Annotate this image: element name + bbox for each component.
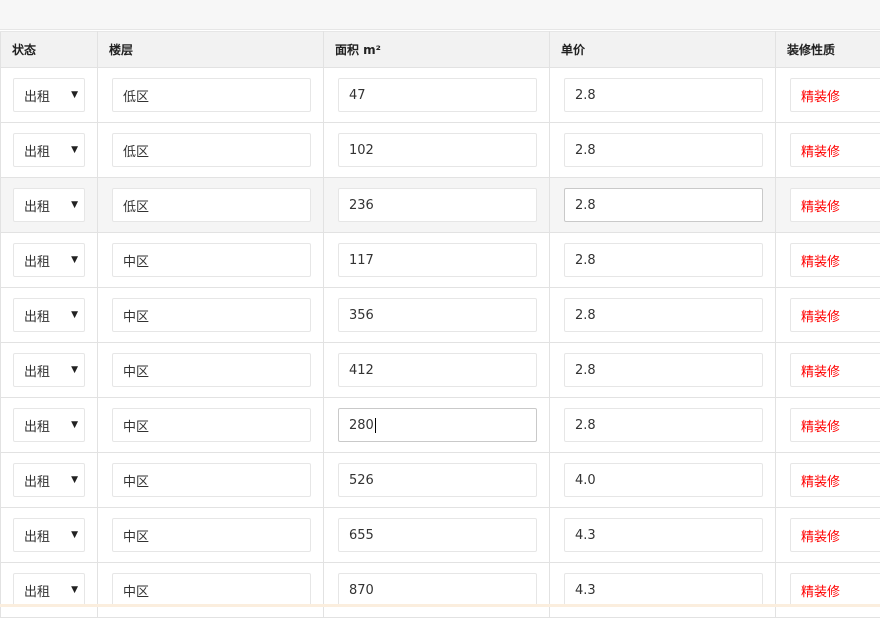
status-select[interactable]: 出租 ▼ bbox=[13, 518, 85, 552]
floor-input[interactable]: 中区 bbox=[112, 353, 311, 387]
floor-input[interactable]: 低区 bbox=[112, 78, 311, 112]
decoration-input[interactable]: 精装修 bbox=[790, 78, 880, 112]
caret-down-icon: ▼ bbox=[71, 200, 78, 210]
table-row: 出租 ▼ 中区 356 2.8 精装修 bbox=[1, 288, 880, 343]
caret-down-icon: ▼ bbox=[71, 90, 78, 100]
caret-down-icon: ▼ bbox=[71, 420, 78, 430]
table-row: 出租 ▼ 中区 526 4.0 精装修 bbox=[1, 453, 880, 508]
area-value: 526 bbox=[349, 473, 374, 488]
status-select[interactable]: 出租 ▼ bbox=[13, 573, 85, 607]
price-input[interactable]: 4.3 bbox=[564, 518, 763, 552]
area-value: 356 bbox=[349, 308, 374, 323]
status-select[interactable]: 出租 ▼ bbox=[13, 408, 85, 442]
area-input[interactable]: 102 bbox=[338, 133, 537, 167]
decoration-input[interactable]: 精装修 bbox=[790, 408, 880, 442]
table-row: 出租 ▼ 中区 655 4.3 精装修 bbox=[1, 508, 880, 563]
area-value: 870 bbox=[349, 583, 374, 598]
price-input[interactable]: 2.8 bbox=[564, 408, 763, 442]
decoration-input[interactable]: 精装修 bbox=[790, 133, 880, 167]
status-select[interactable]: 出租 ▼ bbox=[13, 463, 85, 497]
status-value: 出租 bbox=[24, 526, 50, 545]
floor-input[interactable]: 中区 bbox=[112, 243, 311, 277]
decoration-input[interactable]: 精装修 bbox=[790, 188, 880, 222]
status-value: 出租 bbox=[24, 416, 50, 435]
caret-down-icon: ▼ bbox=[71, 255, 78, 265]
floor-input[interactable]: 低区 bbox=[112, 133, 311, 167]
price-input[interactable]: 2.8 bbox=[564, 298, 763, 332]
decoration-input[interactable]: 精装修 bbox=[790, 243, 880, 277]
floor-input[interactable]: 中区 bbox=[112, 518, 311, 552]
table-row: 出租 ▼ 中区 280 2.8 精装修 bbox=[1, 398, 880, 453]
area-input[interactable]: 117 bbox=[338, 243, 537, 277]
floor-input[interactable]: 中区 bbox=[112, 463, 311, 497]
header-price: 单价 bbox=[550, 32, 776, 68]
area-value: 412 bbox=[349, 363, 374, 378]
price-input[interactable]: 2.8 bbox=[564, 353, 763, 387]
price-input[interactable]: 2.8 bbox=[564, 243, 763, 277]
status-select[interactable]: 出租 ▼ bbox=[13, 188, 85, 222]
area-input[interactable]: 655 bbox=[338, 518, 537, 552]
status-value: 出租 bbox=[24, 471, 50, 490]
table-row: 出租 ▼ 低区 236 2.8 精装修 bbox=[1, 178, 880, 233]
area-input[interactable]: 236 bbox=[338, 188, 537, 222]
price-input[interactable]: 2.8 bbox=[564, 188, 763, 222]
table-row: 出租 ▼ 低区 102 2.8 精装修 bbox=[1, 123, 880, 178]
table-row: 出租 ▼ 中区 117 2.8 精装修 bbox=[1, 233, 880, 288]
status-value: 出租 bbox=[24, 196, 50, 215]
floor-input[interactable]: 中区 bbox=[112, 408, 311, 442]
floor-input[interactable]: 低区 bbox=[112, 188, 311, 222]
status-value: 出租 bbox=[24, 581, 50, 600]
top-toolbar bbox=[0, 0, 880, 30]
area-input[interactable]: 526 bbox=[338, 463, 537, 497]
header-decoration: 装修性质 bbox=[776, 32, 880, 68]
area-input[interactable]: 870 bbox=[338, 573, 537, 607]
status-value: 出租 bbox=[24, 361, 50, 380]
status-select[interactable]: 出租 ▼ bbox=[13, 353, 85, 387]
area-input[interactable]: 356 bbox=[338, 298, 537, 332]
price-input[interactable]: 2.8 bbox=[564, 133, 763, 167]
table-row: 出租 ▼ 中区 412 2.8 精装修 bbox=[1, 343, 880, 398]
price-input[interactable]: 2.8 bbox=[564, 78, 763, 112]
price-input[interactable]: 4.0 bbox=[564, 463, 763, 497]
status-select[interactable]: 出租 ▼ bbox=[13, 298, 85, 332]
text-cursor bbox=[375, 418, 376, 433]
caret-down-icon: ▼ bbox=[71, 585, 78, 595]
area-value: 47 bbox=[349, 88, 366, 103]
header-floor: 楼层 bbox=[98, 32, 324, 68]
decoration-input[interactable]: 精装修 bbox=[790, 573, 880, 607]
status-value: 出租 bbox=[24, 86, 50, 105]
decoration-input[interactable]: 精装修 bbox=[790, 463, 880, 497]
caret-down-icon: ▼ bbox=[71, 530, 78, 540]
area-value: 236 bbox=[349, 198, 374, 213]
decoration-input[interactable]: 精装修 bbox=[790, 518, 880, 552]
caret-down-icon: ▼ bbox=[71, 310, 78, 320]
status-value: 出租 bbox=[24, 251, 50, 270]
table-header: 状态 楼层 面积 m² 单价 装修性质 bbox=[1, 32, 880, 68]
caret-down-icon: ▼ bbox=[71, 365, 78, 375]
decoration-input[interactable]: 精装修 bbox=[790, 353, 880, 387]
area-input[interactable]: 47 bbox=[338, 78, 537, 112]
status-value: 出租 bbox=[24, 306, 50, 325]
status-select[interactable]: 出租 ▼ bbox=[13, 243, 85, 277]
header-status: 状态 bbox=[1, 32, 98, 68]
caret-down-icon: ▼ bbox=[71, 145, 78, 155]
area-value: 655 bbox=[349, 528, 374, 543]
price-input[interactable]: 4.3 bbox=[564, 573, 763, 607]
floor-input[interactable]: 中区 bbox=[112, 298, 311, 332]
area-value: 102 bbox=[349, 143, 374, 158]
area-input[interactable]: 280 bbox=[338, 408, 537, 442]
area-input[interactable]: 412 bbox=[338, 353, 537, 387]
status-select[interactable]: 出租 ▼ bbox=[13, 133, 85, 167]
caret-down-icon: ▼ bbox=[71, 475, 78, 485]
table-row: 出租 ▼ 低区 47 2.8 精装修 bbox=[1, 68, 880, 123]
area-value: 117 bbox=[349, 253, 374, 268]
status-value: 出租 bbox=[24, 141, 50, 160]
decoration-input[interactable]: 精装修 bbox=[790, 298, 880, 332]
area-value: 280 bbox=[349, 418, 374, 433]
header-area: 面积 m² bbox=[324, 32, 550, 68]
floor-input[interactable]: 中区 bbox=[112, 573, 311, 607]
status-select[interactable]: 出租 ▼ bbox=[13, 78, 85, 112]
table-row: 出租 ▼ 中区 870 4.3 精装修 bbox=[1, 563, 880, 618]
